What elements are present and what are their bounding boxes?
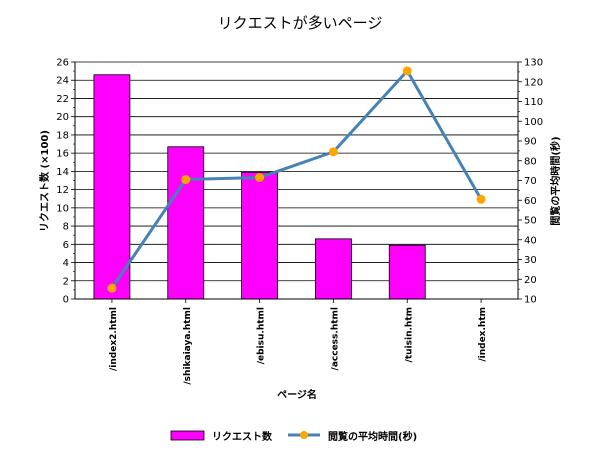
x-axis-label: ページ名 (277, 388, 317, 401)
y-tick-label: 26 (56, 58, 69, 69)
y2-tick-label: 130 (524, 58, 543, 69)
y-tick-label: 10 (56, 203, 69, 214)
line-path (110, 69, 483, 289)
y2-tick-label: 50 (524, 216, 537, 227)
y2-tick-label: 10 (524, 295, 537, 306)
x-tick-label: /index.htm (478, 307, 488, 362)
y2-tick-label: 110 (524, 97, 543, 108)
bar (167, 146, 205, 300)
y-tick-label: 2 (63, 276, 69, 287)
y-tick-label: 20 (56, 112, 69, 123)
chart-title: リクエストが多いページ (218, 14, 383, 32)
y2-tick-label: 40 (524, 235, 537, 246)
y2-tick-label: 20 (524, 275, 537, 286)
legend-bar-swatch (170, 430, 205, 441)
y2-tick-label: 90 (524, 137, 537, 148)
legend-line-label: 閲覧の平均時間(秒) (328, 430, 417, 443)
y-tick-label: 18 (56, 130, 69, 141)
x-tick-label: /shikaiaya.html (183, 307, 193, 385)
y2-tick-label: 80 (524, 156, 537, 167)
legend-bar-label: リクエスト数 (212, 430, 273, 443)
y-tick-label: 6 (63, 240, 69, 251)
bar (388, 244, 426, 300)
x-tick-label: /ebisu.html (257, 307, 267, 364)
y2-axis-label: 閲覧の平均時間(秒) (549, 136, 562, 225)
bar (315, 238, 352, 300)
legend: リクエスト数 閲覧の平均時間(秒) (170, 430, 417, 443)
gridlines (75, 61, 518, 300)
y2-tick-label: 30 (524, 255, 537, 266)
y-tick-label: 0 (63, 295, 69, 306)
line-point (181, 175, 191, 185)
y2-tick-label: 100 (524, 117, 543, 128)
y-tick-label: 4 (63, 258, 69, 269)
axes: 0246810121416182022242610203040506070809… (56, 58, 543, 385)
y2-tick-label: 70 (524, 176, 537, 187)
y2-tick-label: 60 (524, 196, 537, 207)
legend-line-marker (300, 431, 308, 439)
line-point (402, 66, 412, 76)
y-tick-label: 8 (63, 222, 69, 233)
y-tick-label: 12 (56, 185, 69, 196)
x-tick-label: /index2.html (109, 307, 119, 371)
bar-series (93, 74, 426, 300)
y2-tick-label: 120 (524, 77, 543, 88)
y-axis-label: リクエスト数 (×100) (38, 130, 51, 232)
bar (93, 74, 131, 300)
y-tick-label: 22 (56, 94, 69, 105)
line-series (107, 66, 486, 293)
y-tick-label: 14 (56, 167, 69, 178)
bar (241, 171, 278, 300)
y-tick-label: 24 (56, 76, 69, 87)
line-point (107, 283, 117, 293)
x-tick-label: /access.html (330, 307, 340, 370)
line-point (476, 194, 486, 204)
line-point (328, 147, 338, 157)
line-point (255, 173, 265, 183)
y-tick-label: 16 (56, 149, 69, 160)
x-tick-label: /tuisin.htm (404, 307, 414, 362)
